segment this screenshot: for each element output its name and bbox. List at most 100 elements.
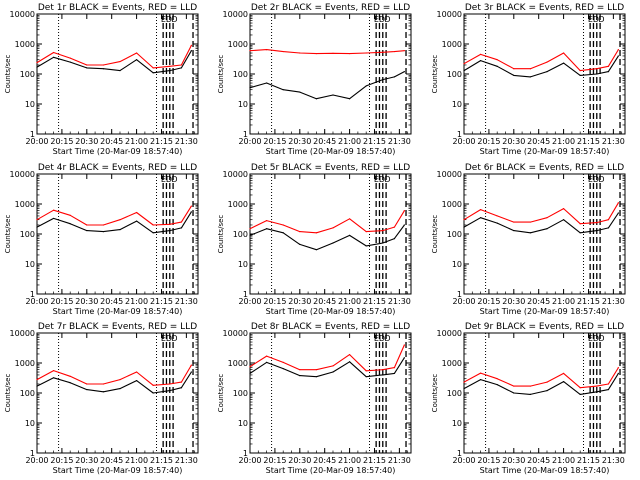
series-point-events bbox=[152, 232, 154, 234]
series-point-events bbox=[546, 228, 548, 230]
series-point-events bbox=[579, 393, 581, 395]
annotation-label: D bbox=[384, 334, 390, 343]
series-point-events bbox=[86, 388, 88, 391]
series-point-events bbox=[529, 76, 531, 78]
series-point-lld bbox=[119, 378, 121, 381]
series-point-lld bbox=[496, 215, 498, 217]
annotation-label: D bbox=[171, 15, 177, 24]
x-tick-label: 20:30 bbox=[502, 137, 525, 146]
y-tick-label: 100 bbox=[233, 70, 248, 79]
x-tick-label: 20:00 bbox=[25, 297, 48, 306]
series-point-events bbox=[52, 217, 55, 220]
y-axis-label: Counts/sec bbox=[431, 215, 439, 254]
y-tick-label: 10 bbox=[238, 100, 248, 109]
x-tick-label: 21:15 bbox=[363, 137, 386, 146]
series-point-lld bbox=[282, 50, 284, 53]
y-tick-label: 1000 bbox=[442, 200, 462, 209]
series-point-events bbox=[299, 375, 301, 377]
series-point-events bbox=[617, 55, 619, 57]
x-tick-label: 21:30 bbox=[175, 137, 198, 146]
series-point-lld bbox=[86, 224, 88, 226]
series-point-lld bbox=[403, 210, 405, 212]
x-tick-label: 20:30 bbox=[75, 137, 98, 146]
series-point-lld bbox=[52, 209, 55, 211]
x-tick-label: 21:30 bbox=[388, 137, 411, 146]
series-point-events bbox=[265, 228, 268, 230]
series-point-events bbox=[152, 72, 154, 74]
x-tick-label: 20:00 bbox=[238, 137, 261, 146]
panel-title: Det 4r BLACK = Events, RED = LLD bbox=[38, 163, 197, 173]
series-point-lld bbox=[36, 61, 38, 64]
series-point-events bbox=[180, 387, 183, 389]
panel-title: Det 2r BLACK = Events, RED = LLD bbox=[251, 3, 410, 13]
series-point-events bbox=[52, 56, 55, 58]
series-point-events bbox=[513, 74, 515, 76]
x-tick-label: 20:45 bbox=[100, 297, 123, 306]
x-tick-label: 20:00 bbox=[238, 456, 261, 465]
x-tick-label: 21:15 bbox=[150, 456, 173, 465]
series-point-events bbox=[282, 89, 284, 91]
series-point-events bbox=[299, 91, 301, 93]
x-tick-label: 20:45 bbox=[527, 297, 550, 306]
series-point-events bbox=[348, 98, 351, 100]
series-point-events bbox=[86, 67, 88, 69]
annotation-label: ED bbox=[588, 175, 599, 184]
x-axis-label: Start Time (20-Mar-09 18:57:40) bbox=[480, 466, 610, 475]
series-point-events bbox=[463, 388, 465, 390]
series-point-events bbox=[496, 384, 498, 386]
series-point-events bbox=[190, 211, 192, 213]
y-axis-label: Counts/sec bbox=[431, 55, 439, 94]
panel-title: Det 6r BLACK = Events, RED = LLD bbox=[465, 163, 624, 173]
y-axis-label: Counts/sec bbox=[217, 374, 225, 413]
series-point-events bbox=[546, 390, 548, 392]
series-point-events bbox=[52, 377, 55, 379]
series-point-lld bbox=[562, 372, 565, 375]
series-point-lld bbox=[249, 228, 251, 230]
series-point-lld bbox=[180, 221, 183, 223]
y-tick-label: 1 bbox=[243, 130, 248, 139]
x-axis-label: Start Time (20-Mar-09 18:57:40) bbox=[266, 307, 396, 316]
series-point-lld bbox=[315, 369, 317, 371]
y-tick-label: 1 bbox=[30, 130, 35, 139]
x-tick-label: 20:30 bbox=[288, 297, 311, 306]
series-point-events bbox=[180, 227, 183, 229]
series-point-events bbox=[135, 59, 138, 61]
series-point-lld bbox=[348, 52, 351, 55]
panel-det-6: Det 6r BLACK = Events, RED = LLD Counts/s… bbox=[431, 163, 626, 316]
series-point-events bbox=[365, 376, 367, 378]
x-tick-label: 20:15 bbox=[263, 297, 286, 306]
series-point-events bbox=[152, 392, 154, 394]
series-point-lld bbox=[617, 367, 619, 369]
series-point-events bbox=[69, 382, 71, 384]
x-tick-label: 20:45 bbox=[313, 456, 336, 465]
series-point-events bbox=[282, 368, 284, 370]
series-point-lld bbox=[36, 219, 38, 221]
x-tick-label: 20:15 bbox=[477, 297, 500, 306]
series-point-lld bbox=[69, 214, 71, 216]
x-axis-label: Start Time (20-Mar-09 18:57:40) bbox=[480, 147, 610, 156]
annotation-label: ED bbox=[588, 15, 599, 24]
series-point-lld bbox=[479, 372, 482, 374]
x-tick-label: 21:30 bbox=[388, 456, 411, 465]
panel-det-8: Det 8r BLACK = Events, RED = LLD Counts/s… bbox=[217, 322, 412, 475]
series-point-lld bbox=[579, 223, 581, 225]
series-point-lld bbox=[152, 67, 154, 69]
y-tick-label: 100 bbox=[447, 70, 462, 79]
panel-title: Det 3r BLACK = Events, RED = LLD bbox=[465, 3, 624, 13]
x-axis-label: Start Time (20-Mar-09 18:57:40) bbox=[53, 466, 183, 475]
y-tick-label: 10 bbox=[25, 260, 35, 269]
series-point-lld bbox=[348, 218, 351, 220]
series-point-lld bbox=[265, 219, 268, 222]
panel-det-5: Det 5r BLACK = Events, RED = LLD Counts/s… bbox=[217, 163, 412, 316]
x-tick-label: 20:00 bbox=[452, 456, 475, 465]
series-point-events bbox=[119, 388, 121, 390]
series-point-lld bbox=[299, 369, 301, 371]
x-tick-label: 21:00 bbox=[552, 456, 575, 465]
series-point-lld bbox=[249, 50, 251, 52]
series-point-events bbox=[365, 245, 367, 247]
series-point-lld bbox=[365, 52, 367, 54]
x-tick-label: 21:15 bbox=[363, 456, 386, 465]
x-tick-label: 21:00 bbox=[552, 297, 575, 306]
x-tick-label: 21:00 bbox=[552, 137, 575, 146]
